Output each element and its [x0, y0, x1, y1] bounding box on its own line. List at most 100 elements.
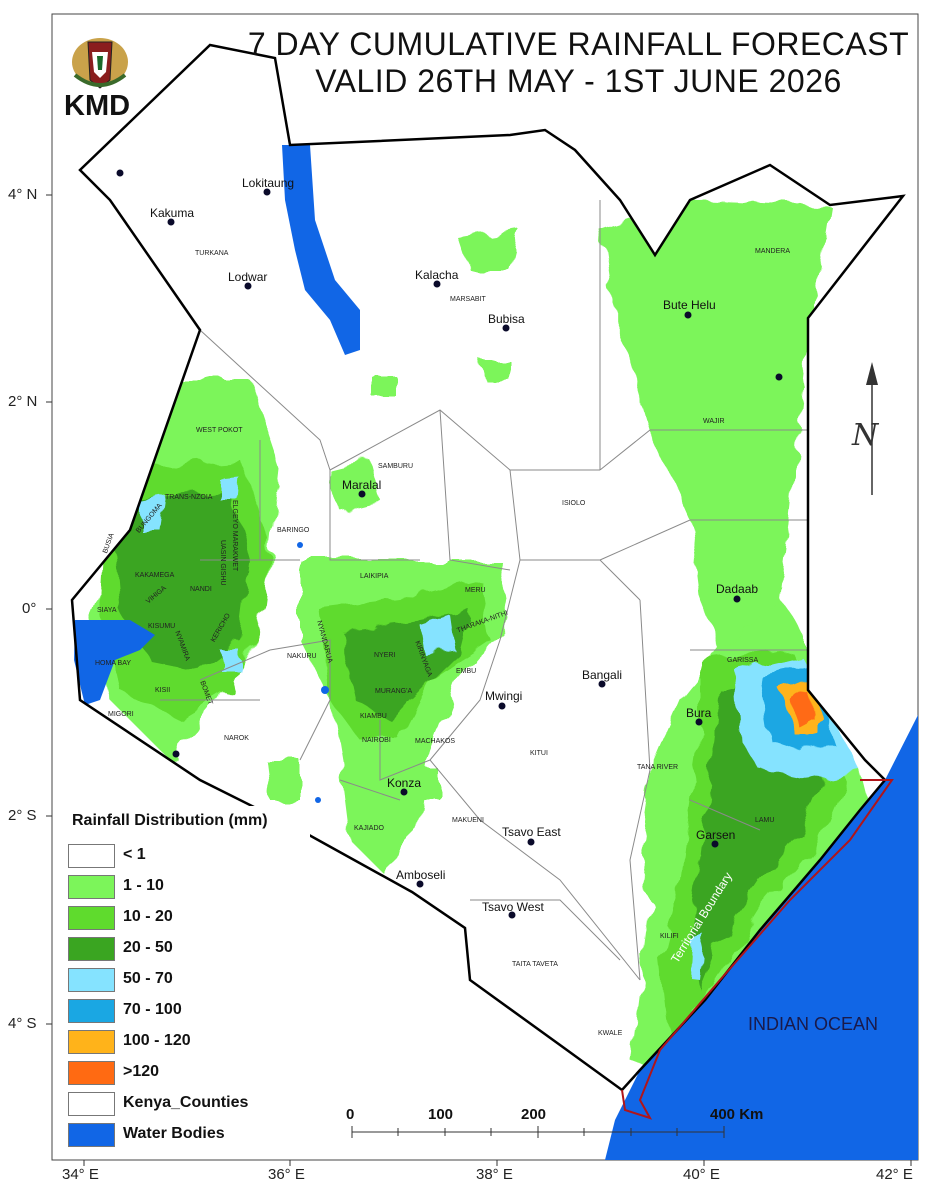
county-label: SIAYA — [97, 607, 117, 614]
county-label: KAKAMEGA — [135, 572, 175, 579]
legend-swatch — [68, 1061, 115, 1085]
legend-swatch — [68, 1123, 115, 1147]
county-label: WEST POKOT — [196, 427, 243, 434]
lake-victoria — [74, 620, 155, 705]
lat-label: 4° S — [8, 1015, 37, 1032]
lat-label: 0° — [22, 600, 37, 617]
city-label: Kalacha — [415, 268, 459, 282]
city-label: Kakuma — [150, 206, 195, 220]
legend-label: < 1 — [123, 846, 146, 863]
lat-label: 2° S — [8, 807, 37, 824]
county-label: NAIROBI — [362, 737, 391, 744]
scale-label: 200 — [521, 1106, 547, 1123]
county-label: NANDI — [190, 586, 212, 593]
county-label: KAJIADO — [354, 825, 384, 832]
county-label: ELGEYO MARAKWET — [231, 500, 238, 572]
legend-item: Kenya_Counties — [68, 1092, 308, 1116]
county-label: SAMBURU — [378, 463, 414, 470]
county-label: KISII — [155, 687, 171, 694]
city-label: Amboseli — [396, 868, 446, 882]
lon-label: 42° E — [876, 1166, 913, 1183]
legend-item: 1 - 10 — [68, 875, 308, 899]
legend-swatch — [68, 999, 115, 1023]
lake-turkana — [282, 145, 360, 355]
legend: Rainfall Distribution (mm) < 1 1 - 10 10… — [60, 806, 310, 1152]
legend-swatch — [68, 1030, 115, 1054]
county-label: KILIFI — [660, 933, 679, 940]
city-label: Bura — [686, 706, 712, 720]
county-label: ISIOLO — [562, 500, 586, 507]
legend-item: 70 - 100 — [68, 999, 308, 1023]
map-subtitle: VALID 26TH MAY - 1ST JUNE 2026 — [315, 63, 842, 99]
county-label: WAJIR — [703, 418, 725, 425]
county-label: MERU — [465, 587, 486, 594]
county-label: LAMU — [755, 817, 775, 824]
lon-ticks — [83, 1160, 912, 1166]
city-label: Konza — [387, 776, 422, 790]
city-label: Garsen — [696, 828, 736, 842]
city-label: Maralal — [342, 478, 382, 492]
legend-swatch — [68, 906, 115, 930]
county-label: NAROK — [224, 735, 249, 742]
legend-label: >120 — [123, 1063, 160, 1080]
county-label: BARINGO — [277, 527, 310, 534]
county-label: MACHAKOS — [415, 738, 456, 745]
legend-label: 70 - 100 — [123, 1001, 182, 1018]
legend-label: 100 - 120 — [123, 1032, 191, 1049]
county-label: TANA RIVER — [637, 764, 679, 771]
lat-label: 4° N — [8, 186, 38, 203]
county-label: HOMA BAY — [95, 660, 132, 667]
county-label: MIGORI — [108, 711, 134, 718]
scale-label: 0 — [346, 1106, 355, 1123]
legend-item: Water Bodies — [68, 1123, 308, 1147]
ocean-label: INDIAN OCEAN — [748, 1014, 879, 1034]
county-label: TRANS-NZOIA — [165, 494, 213, 501]
county-label: LAIKIPIA — [360, 573, 389, 580]
legend-item: >120 — [68, 1061, 308, 1085]
lon-label: 38° E — [476, 1166, 513, 1183]
legend-swatch — [68, 844, 115, 868]
legend-swatch — [68, 875, 115, 899]
territorial-boundary — [621, 779, 894, 1120]
county-label: TURKANA — [195, 250, 229, 257]
legend-item: 100 - 120 — [68, 1030, 308, 1054]
map-title: 7 DAY CUMULATIVE RAINFALL FORECAST — [247, 26, 910, 62]
county-label: KIAMBU — [360, 713, 387, 720]
legend-swatch — [68, 1092, 115, 1116]
legend-item: 50 - 70 — [68, 968, 308, 992]
lon-label: 36° E — [268, 1166, 305, 1183]
county-label: EMBU — [456, 668, 477, 675]
lat-label: 2° N — [8, 393, 38, 410]
county-label: MURANG'A — [375, 688, 413, 695]
county-label: KITUI — [530, 750, 548, 757]
scale-bar — [351, 1126, 725, 1138]
north-arrow-icon — [866, 362, 878, 495]
city-label: Bute Helu — [663, 298, 716, 312]
legend-item: 10 - 20 — [68, 906, 308, 930]
county-label: MARSABIT — [450, 296, 486, 303]
lake-baringo — [297, 542, 303, 548]
legend-swatch — [68, 937, 115, 961]
city-label: Lodwar — [228, 270, 268, 284]
city-label: Bangali — [582, 668, 623, 682]
city-label: Lokitaung — [242, 176, 295, 190]
legend-label: 50 - 70 — [123, 970, 173, 987]
county-label: TAITA TAVETA — [512, 961, 558, 968]
scale-label: 100 — [428, 1106, 454, 1123]
legend-label: Water Bodies — [123, 1125, 225, 1142]
county-label: NAKURU — [287, 653, 317, 660]
county-label: UASIN GISHU — [219, 540, 226, 586]
legend-item: < 1 — [68, 844, 308, 868]
legend-label: 1 - 10 — [123, 877, 164, 894]
county-label: MAKUENI — [452, 817, 484, 824]
lon-label: 40° E — [683, 1166, 720, 1183]
lat-ticks — [46, 194, 52, 1025]
city-label: Tsavo West — [482, 900, 544, 914]
kenya-coat-of-arms-icon — [72, 38, 128, 89]
lon-label: 34° E — [62, 1166, 99, 1183]
city-label: Dadaab — [716, 582, 759, 596]
scale-label: 400 Km — [710, 1106, 764, 1123]
county-label: MANDERA — [755, 248, 791, 255]
